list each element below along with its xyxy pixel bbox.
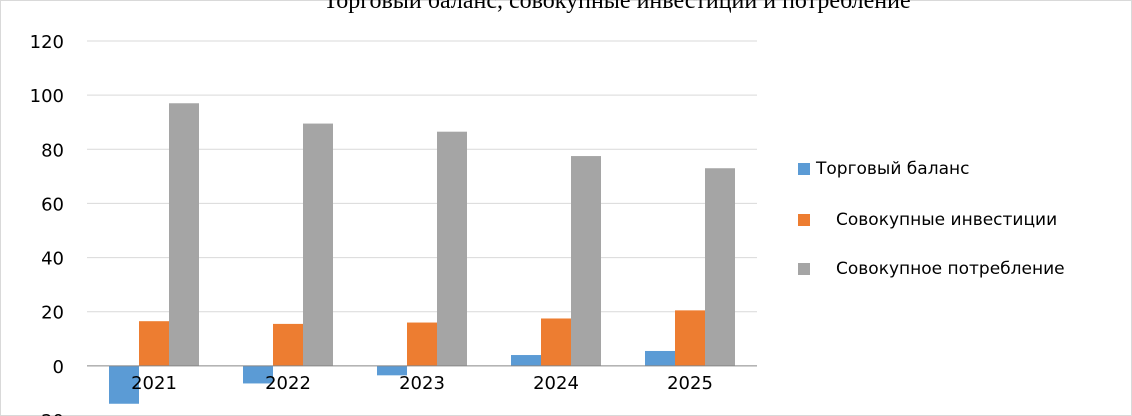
- legend-label: Торговый баланс: [815, 159, 969, 179]
- y-tick-label: -20: [35, 411, 64, 416]
- y-tick-label: 20: [41, 303, 64, 324]
- legend-swatch: [798, 263, 810, 275]
- chart-title: Торговый баланс, совокупные инвестиции и…: [323, 0, 910, 14]
- y-tick-label: 60: [41, 194, 64, 215]
- legend-swatch: [798, 214, 810, 226]
- x-tick-label: 2022: [265, 373, 311, 394]
- y-tick-label: 100: [30, 86, 64, 107]
- bar: [139, 321, 169, 366]
- legend: Торговый баланс Совокупные инвестиции Сово…: [798, 159, 1065, 279]
- bar: [511, 355, 541, 366]
- bar: [645, 350, 675, 366]
- bar: [303, 123, 333, 366]
- bar: [541, 318, 571, 366]
- y-tick-label: 0: [53, 357, 64, 378]
- bar: [675, 310, 705, 366]
- bars: [109, 103, 735, 404]
- x-tick-label: 2024: [533, 373, 579, 394]
- bar: [377, 365, 407, 376]
- x-tick-label: 2021: [131, 373, 177, 394]
- bar: [243, 365, 273, 384]
- bar: [169, 103, 199, 366]
- y-axis-ticks: -20 0 20 40 60 80 100 120: [30, 32, 64, 416]
- legend-label: Совокупное потребление: [836, 259, 1065, 279]
- legend-label: Совокупные инвестиции: [836, 210, 1057, 230]
- bar: [437, 131, 467, 366]
- y-tick-label: 120: [30, 32, 64, 53]
- bar: [571, 156, 601, 366]
- x-axis-ticks: 2021 2022 2023 2024 2025: [131, 373, 713, 394]
- x-tick-label: 2025: [667, 373, 713, 394]
- bar: [407, 322, 437, 366]
- y-tick-label: 80: [41, 140, 64, 161]
- bar: [273, 323, 303, 366]
- y-tick-label: 40: [41, 249, 64, 270]
- bar: [109, 365, 139, 404]
- x-tick-label: 2023: [399, 373, 445, 394]
- legend-swatch: [798, 163, 810, 175]
- bar: [705, 168, 735, 366]
